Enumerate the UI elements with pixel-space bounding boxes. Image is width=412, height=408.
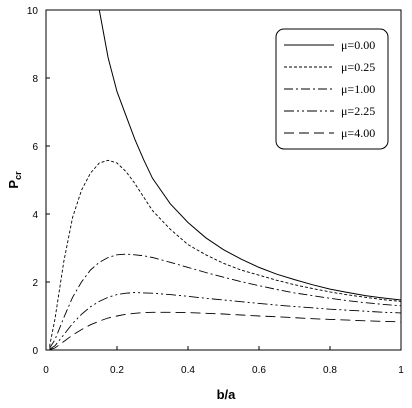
x-tick-label: 0.6 — [252, 365, 266, 376]
y-tick-label: 6 — [32, 142, 38, 153]
x-tick-label: 0.2 — [110, 365, 124, 376]
legend: μ=0.00 μ=0.25 μ=1.00 μ=2.25 μ=4.00 — [275, 28, 389, 150]
legend-label-0: μ=0.00 — [341, 38, 375, 52]
series-line-1 — [49, 159, 402, 347]
legend-label-3: μ=2.25 — [341, 104, 375, 118]
series-line-0 — [98, 9, 402, 301]
plot-area-frame — [45, 9, 402, 351]
series-lines — [49, 9, 402, 351]
y-axis-title-main: P — [6, 180, 21, 189]
x-tick-label: 0.8 — [323, 365, 337, 376]
x-axis-title: b/a — [217, 387, 237, 402]
x-tick-label: 1 — [398, 365, 404, 376]
y-axis-title-sub: cr — [13, 171, 23, 180]
series-line-4 — [49, 311, 402, 351]
x-tick-label: 0.4 — [181, 365, 195, 376]
y-tick-label: 0 — [32, 346, 38, 357]
series-line-2 — [49, 253, 402, 349]
x-tick-label: 0 — [43, 365, 49, 376]
y-tick-label: 4 — [32, 210, 38, 221]
legend-label-1: μ=0.25 — [341, 60, 375, 74]
y-axis-title: Pcr — [6, 171, 23, 189]
y-tick-label: 10 — [27, 6, 39, 17]
y-tick-label: 2 — [32, 278, 38, 289]
legend-label-4: μ=4.00 — [341, 126, 375, 140]
series-line-3 — [49, 292, 402, 350]
y-tick-label: 8 — [32, 74, 38, 85]
legend-label-2: μ=1.00 — [341, 82, 375, 96]
